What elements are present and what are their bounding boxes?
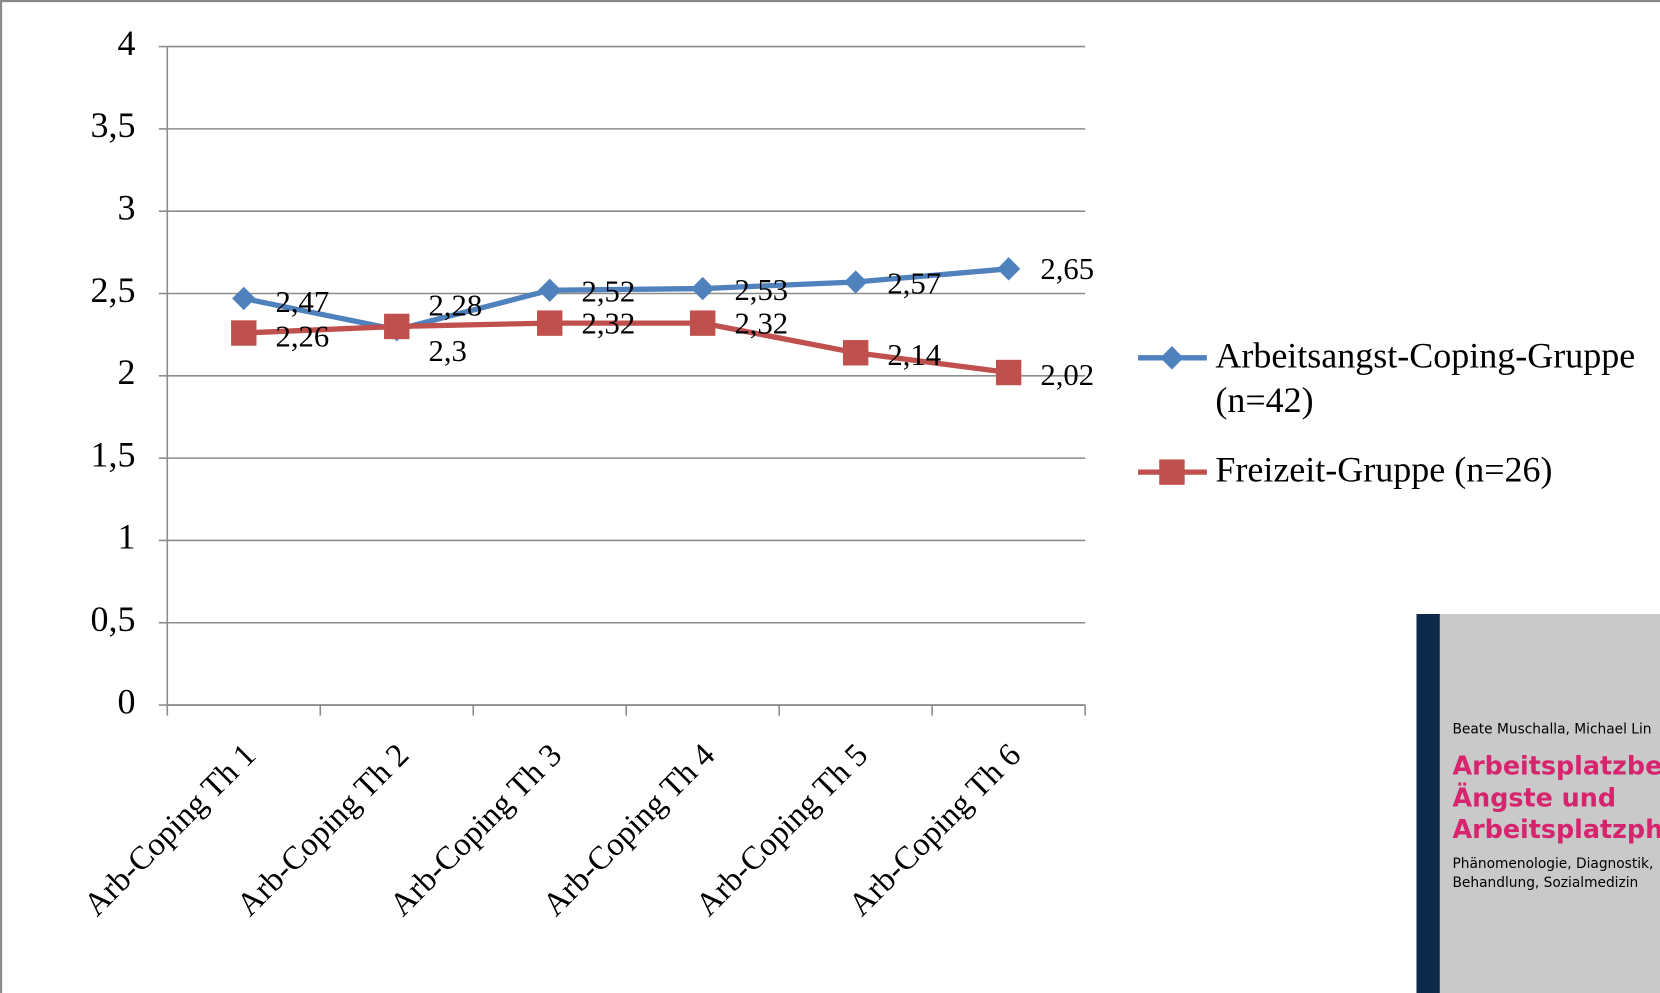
data-label: 2,28 (429, 289, 483, 323)
page: Beate Muschalla, Michael Lin Arbeitsplat… (0, 0, 1660, 993)
cover-title: Arbeitsplatzbez (1452, 751, 1660, 781)
data-label: 2,57 (887, 266, 941, 300)
book-cover: Beate Muschalla, Michael Lin Arbeitsplat… (1416, 614, 1660, 993)
point-marker (538, 279, 561, 302)
y-tick-label: 0 (118, 681, 136, 721)
legend-marker (1159, 459, 1184, 484)
data-label: 2,3 (429, 334, 467, 368)
y-tick-label: 2 (118, 352, 136, 392)
y-tick-label: 3,5 (91, 105, 136, 145)
y-tick-label: 0,5 (91, 599, 136, 639)
data-label: 2,47 (276, 285, 330, 319)
data-label: 2,65 (1040, 252, 1094, 286)
point-marker (844, 270, 867, 293)
cover-authors: Beate Muschalla, Michael Lin (1452, 721, 1651, 737)
cover-subtitle: Behandlung, Sozialmedizin (1452, 875, 1638, 891)
chart: Beate Muschalla, Michael Lin Arbeitsplat… (0, 0, 1660, 993)
point-marker (997, 257, 1020, 280)
legend-entry: Freizeit-Gruppe (n=26) (1215, 449, 1649, 555)
cover-spine (1416, 614, 1439, 993)
y-tick-label: 2,5 (91, 270, 136, 310)
data-label: 2,26 (276, 319, 330, 353)
y-tick-label: 1,5 (91, 434, 136, 474)
point-marker (690, 310, 715, 335)
data-label: 2,52 (581, 274, 635, 308)
legend-marker (1160, 346, 1183, 369)
legend-label: Arbeitsangst-Coping-Gruppe (n=42) (1215, 335, 1649, 424)
data-label: 2,14 (887, 338, 941, 372)
cover-title: Ängste und (1452, 782, 1616, 812)
point-marker (537, 310, 562, 335)
cover-title: Arbeitsplatzpho (1452, 814, 1660, 844)
point-marker (232, 287, 255, 310)
data-label: 2,32 (581, 306, 635, 340)
y-tick-label: 1 (118, 517, 136, 557)
point-marker (231, 320, 256, 345)
legend-entry: Arbeitsangst-Coping-Gruppe (n=42) (1215, 335, 1649, 441)
point-marker (843, 340, 868, 365)
cover-subtitle: Phänomenologie, Diagnostik, (1452, 856, 1653, 872)
point-marker (996, 360, 1021, 385)
data-label: 2,02 (1040, 358, 1094, 392)
point-marker (691, 277, 714, 300)
data-label: 2,32 (734, 306, 788, 340)
point-marker (384, 314, 409, 339)
y-tick-label: 3 (118, 187, 136, 227)
data-label: 2,53 (734, 273, 788, 307)
y-tick-label: 4 (118, 23, 136, 63)
legend-label: Freizeit-Gruppe (n=26) (1215, 449, 1649, 493)
